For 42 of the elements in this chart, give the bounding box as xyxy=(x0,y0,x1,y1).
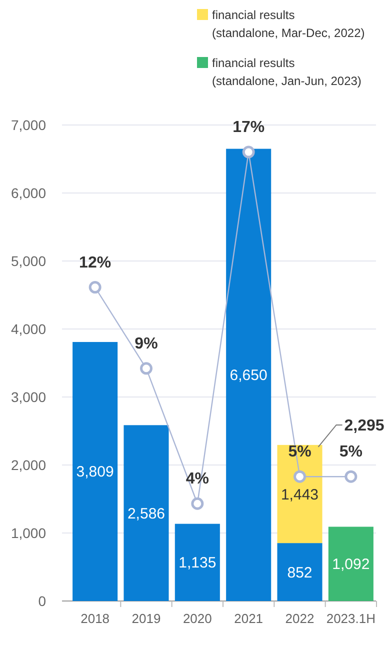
data-label: 4% xyxy=(186,470,209,488)
point xyxy=(88,281,102,294)
data-label: 17% xyxy=(232,119,265,136)
point xyxy=(242,146,255,158)
bar xyxy=(277,444,322,544)
y-tick-label: 6,000 xyxy=(10,184,46,201)
data-label: 12% xyxy=(79,254,112,272)
legend-label: financial results (standalone, Jan-Jun, 2023) xyxy=(212,56,362,88)
bar xyxy=(226,148,272,601)
bar xyxy=(72,342,118,601)
x-tick-label: 2021 xyxy=(234,611,264,626)
y-tick-label: 5,000 xyxy=(10,252,46,269)
y-tick-label: 0 xyxy=(38,592,46,609)
bar xyxy=(174,524,220,601)
x-tick-label: 2018 xyxy=(80,611,110,626)
x-tick-label: 2020 xyxy=(182,611,212,626)
data-label: 9% xyxy=(134,335,158,352)
y-tick-label: 1,000 xyxy=(10,524,46,541)
y-tick-label: 7,000 xyxy=(10,116,46,133)
data-label: 3,809 xyxy=(76,464,114,481)
data-label: 2,586 xyxy=(127,505,166,522)
data-label: 1,135 xyxy=(178,554,216,572)
y-tick-label: 4,000 xyxy=(10,320,46,337)
bar xyxy=(124,425,169,601)
legend-label: financial results (standalone, Mar-Dec, 2022) xyxy=(212,8,365,40)
total-label: 2,295 xyxy=(344,418,384,435)
y-tick-label: 3,000 xyxy=(10,388,46,405)
data-label: 1,443 xyxy=(280,486,319,504)
point xyxy=(344,470,358,483)
bar xyxy=(277,543,322,601)
point xyxy=(140,362,152,375)
point xyxy=(294,470,306,483)
x-tick-label: 2023.1H xyxy=(326,611,376,626)
data-label: 852 xyxy=(287,564,312,582)
point xyxy=(191,497,204,510)
data-label: 6,650 xyxy=(230,367,268,384)
x-tick-label: 2022 xyxy=(285,611,314,626)
bar xyxy=(328,526,374,601)
x-tick-label: 2019 xyxy=(132,611,161,626)
data-label: 5% xyxy=(339,444,362,461)
data-label: 1,092 xyxy=(332,556,370,574)
y-tick-label: 2,000 xyxy=(10,456,46,473)
